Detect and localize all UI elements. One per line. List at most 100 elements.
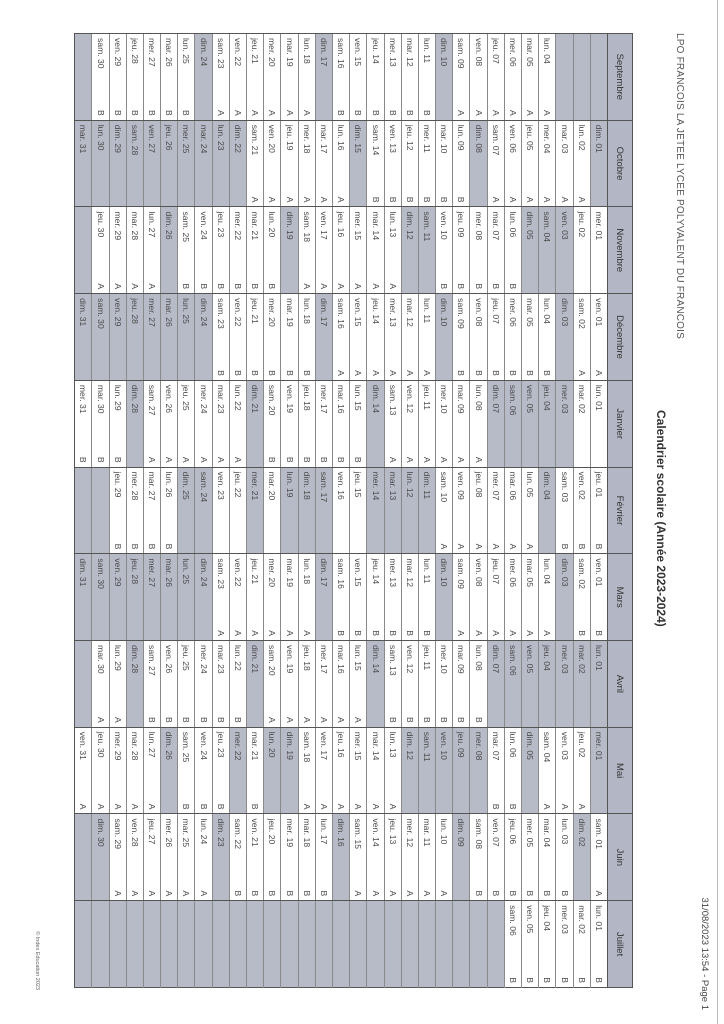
week-type-badge: B	[594, 630, 604, 637]
day-cell	[298, 900, 316, 988]
day-label: ven. 10	[439, 211, 450, 240]
day-label: ven. 31	[78, 731, 89, 760]
week-type-badge: B	[508, 370, 519, 376]
day-label: jeu. 07	[490, 298, 501, 324]
day-label: dim. 30	[95, 818, 106, 847]
day-cell: mer. 15 A	[349, 206, 367, 294]
day-label: jeu. 04	[542, 905, 553, 931]
day-label: mer. 13	[387, 298, 398, 327]
day-label: jeu. 30	[95, 211, 106, 238]
day-cell: lun. 11 B	[418, 33, 436, 121]
day-cell	[229, 900, 247, 988]
day-label: sam. 20	[267, 384, 278, 416]
day-label: mar. 26	[164, 558, 175, 587]
month-header: Mai	[607, 727, 633, 814]
week-type-badge: A	[336, 803, 347, 810]
week-type-badge: B	[250, 890, 261, 897]
day-label: mar. 10	[439, 124, 450, 154]
day-label: sam. 23	[215, 298, 226, 329]
week-type-badge: A	[353, 890, 364, 897]
day-label: mer. 17	[319, 384, 329, 414]
day-cell: ven. 20 A	[263, 120, 281, 207]
day-label: jeu. 28	[129, 298, 140, 324]
day-cell: sam. 13 A	[384, 380, 402, 468]
day-cell: mer. 20 A	[263, 33, 281, 121]
day-cell: dim. 05	[521, 206, 539, 294]
day-label: dim. 05	[525, 211, 536, 240]
day-cell: sam. 14 B	[366, 120, 385, 207]
week-type-badge: A	[387, 283, 398, 290]
day-label: lun. 12	[404, 471, 415, 498]
month-header: Mars	[607, 553, 633, 641]
day-cell: ven. 02 B	[573, 467, 591, 554]
day-cell: ven. 12 B	[401, 640, 419, 728]
week-type-badge: B	[387, 196, 398, 203]
day-label: mer. 27	[147, 298, 158, 327]
day-label: mer. 10	[439, 645, 450, 674]
day-cell: mar. 24	[195, 120, 213, 207]
week-type-badge: A	[250, 196, 261, 203]
week-type-badge: A	[576, 370, 587, 376]
day-label: mar. 02	[576, 645, 587, 674]
day-label: sam. 29	[112, 818, 123, 850]
day-cell: mar. 18 B	[298, 813, 316, 901]
week-type-badge: A	[336, 717, 347, 723]
day-cell: dim. 24	[195, 293, 213, 381]
week-type-badge: A	[267, 196, 278, 203]
day-label: mar. 12	[404, 298, 415, 327]
week-type-badge: A	[353, 717, 364, 723]
week-type-badge: A	[147, 890, 158, 897]
day-cell: sam. 16 B	[332, 33, 350, 121]
day-cell: jeu. 23 B	[212, 206, 230, 294]
week-type-badge: B	[301, 370, 312, 376]
day-cell: jeu. 05 A	[521, 120, 539, 207]
day-cell: lun. 22 B	[229, 640, 247, 728]
day-label: lun. 06	[508, 731, 519, 758]
day-cell: lun. 12	[401, 467, 419, 554]
day-label: sam. 13	[387, 645, 398, 676]
day-cell: mer. 27 B	[143, 33, 161, 121]
day-cell: sam. 08 B	[470, 813, 488, 901]
week-type-badge: B	[336, 109, 347, 116]
day-cell: sam. 13 B	[384, 640, 402, 728]
week-type-badge: A	[336, 370, 347, 376]
day-label: sam. 13	[387, 384, 398, 416]
week-type-badge: B	[370, 109, 381, 116]
day-label: mer. 27	[147, 38, 158, 67]
day-cell: jeu. 04	[538, 380, 556, 468]
day-cell: sam. 23 A	[212, 33, 230, 121]
week-type-badge: B	[164, 109, 175, 116]
day-cell: mer. 06 B	[504, 293, 522, 381]
day-label: jeu. 11	[422, 384, 433, 411]
day-label: jeu. 21	[250, 558, 261, 585]
page-edge-divider	[717, 0, 718, 1024]
day-cell: lun. 01	[590, 380, 608, 468]
day-label: jeu. 13	[387, 818, 398, 845]
day-label: ven. 05	[525, 384, 536, 414]
week-type-badge: B	[542, 977, 553, 983]
day-label: ven. 10	[439, 731, 450, 760]
week-type-badge: A	[129, 890, 140, 897]
day-label: ven. 24	[198, 211, 209, 240]
day-label: jeu. 21	[250, 298, 261, 324]
day-label: ven. 16	[336, 471, 347, 500]
day-cell: ven. 08 A	[470, 33, 488, 121]
day-cell: mer. 06 A	[504, 553, 522, 641]
day-cell: ven. 23	[212, 467, 230, 554]
week-type-badge: B	[387, 630, 398, 637]
day-label: ven. 22	[233, 38, 244, 67]
day-cell: mar. 23 A	[212, 380, 230, 468]
week-type-badge: A	[112, 803, 123, 810]
week-type-badge: A	[164, 890, 175, 897]
day-label: sam. 10	[439, 471, 450, 503]
day-cell	[109, 900, 127, 988]
day-cell: mar. 07 B	[487, 206, 505, 294]
day-cell: mer. 14	[366, 467, 385, 554]
day-cell: jeu. 18 A	[298, 640, 316, 728]
week-type-badge: A	[147, 803, 158, 810]
day-cell: sam. 02 B	[573, 553, 591, 641]
day-cell: mer. 05 B	[521, 813, 539, 901]
day-cell: dim. 15	[349, 120, 367, 207]
